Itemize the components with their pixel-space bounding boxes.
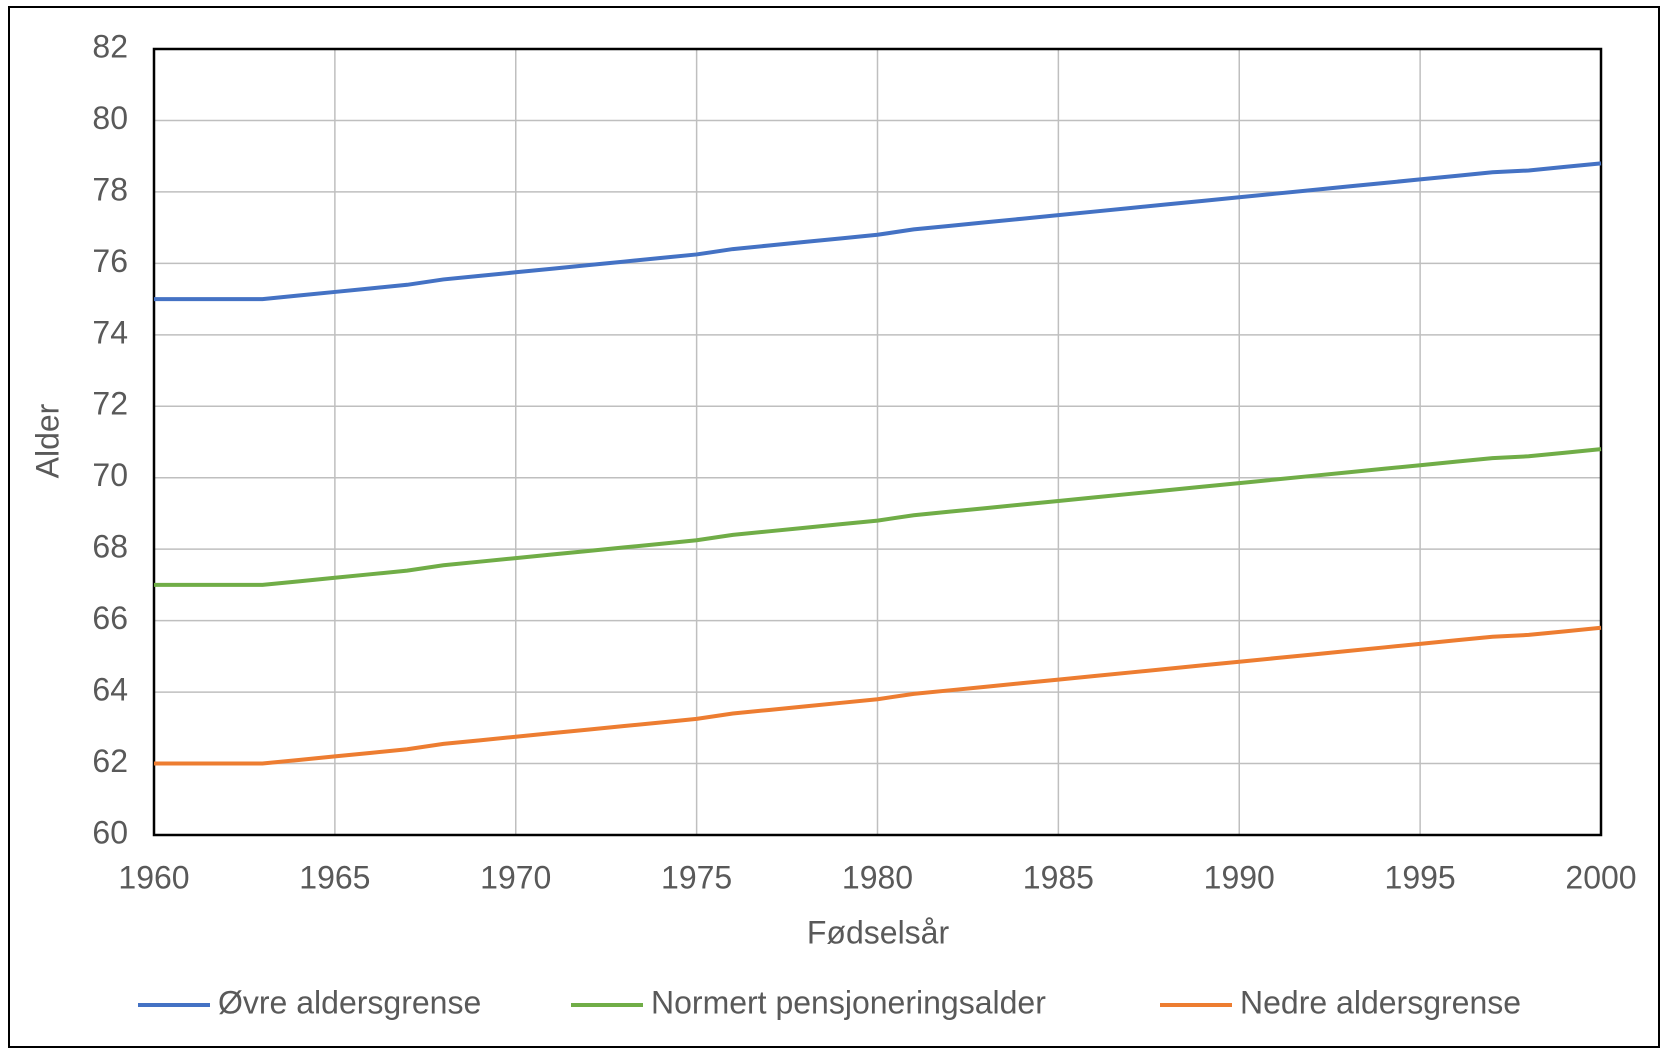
legend-label: Øvre aldersgrense [218, 984, 481, 1020]
series-line [154, 161, 1602, 302]
y-tick-label: 74 [92, 314, 128, 350]
x-tick-label: 1990 [1204, 859, 1275, 895]
x-tick-label: 2000 [1565, 859, 1636, 895]
y-tick-label: 64 [92, 672, 128, 708]
plot-border [152, 47, 1603, 837]
y-tick-label: 80 [92, 100, 128, 136]
y-tick-label: 60 [92, 814, 128, 850]
x-tick-label: 1960 [118, 859, 189, 895]
legend-label: Nedre aldersgrense [1240, 984, 1521, 1020]
series-line [154, 625, 1602, 766]
chart-border [8, 6, 1660, 1048]
x-tick-label: 1980 [842, 859, 913, 895]
y-tick-label: 82 [92, 28, 128, 64]
y-tick-label: 66 [92, 600, 128, 636]
y-tick-label: 72 [92, 386, 128, 422]
y-tick-label: 70 [92, 457, 128, 493]
x-tick-label: 1985 [1023, 859, 1094, 895]
legend-label: Normert pensjoneringsalder [651, 984, 1046, 1020]
y-tick-label: 78 [92, 171, 128, 207]
series-line [154, 447, 1602, 587]
y-tick-label: 62 [92, 743, 128, 779]
x-tick-label: 1970 [480, 859, 551, 895]
x-tick-label: 1965 [299, 859, 370, 895]
y-tick-label: 76 [92, 243, 128, 279]
x-axis-label: Fødselsår [807, 914, 950, 950]
x-tick-label: 1995 [1385, 859, 1456, 895]
x-tick-label: 1975 [661, 859, 732, 895]
y-tick-label: 68 [92, 529, 128, 565]
y-axis-label: Alder [29, 403, 65, 478]
